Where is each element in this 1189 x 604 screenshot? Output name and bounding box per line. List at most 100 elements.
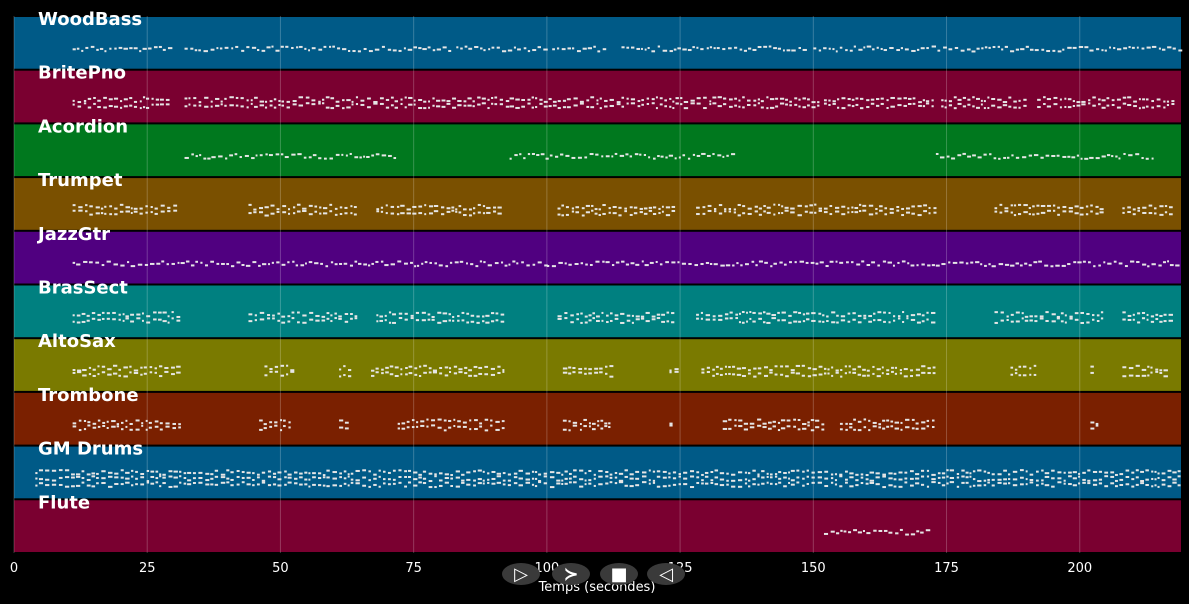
note-mark [866, 369, 870, 372]
note-mark [139, 207, 143, 210]
note-mark [594, 367, 599, 370]
note-mark [665, 261, 669, 264]
note-mark [1080, 311, 1084, 314]
note-mark [75, 475, 81, 478]
note-mark [294, 477, 298, 480]
note-mark [292, 212, 296, 215]
note-mark [190, 264, 195, 267]
note-mark [956, 473, 960, 476]
note-mark [593, 477, 596, 480]
stop-button[interactable] [600, 563, 638, 585]
note-mark [414, 265, 417, 268]
note-mark [1029, 473, 1034, 476]
note-mark [851, 211, 854, 214]
note-mark [598, 475, 603, 478]
note-mark [406, 212, 411, 215]
note-mark [1051, 313, 1056, 316]
note-mark [446, 100, 451, 103]
note-mark [1171, 100, 1175, 103]
note-mark [168, 475, 173, 478]
note-mark [562, 428, 567, 431]
note-mark [508, 263, 511, 266]
note-mark [540, 153, 545, 156]
note-mark [1064, 97, 1067, 100]
note-mark [869, 481, 875, 484]
note-mark [159, 475, 162, 478]
note-mark [579, 485, 584, 488]
note-mark [389, 365, 394, 368]
note-mark [817, 476, 822, 479]
note-mark [987, 478, 990, 481]
note-mark [534, 485, 538, 488]
note-mark [408, 372, 413, 375]
note-mark [45, 478, 50, 481]
note-mark [769, 106, 775, 109]
note-mark [292, 206, 296, 209]
note-mark [339, 262, 343, 265]
note-mark [565, 213, 569, 216]
note-mark [203, 157, 207, 160]
note-mark [1060, 312, 1064, 315]
note-mark [387, 483, 391, 486]
note-mark [1140, 470, 1144, 473]
x-tick-label: 0 [10, 561, 18, 576]
note-mark [292, 260, 295, 263]
note-mark [915, 473, 920, 476]
back-button[interactable] [647, 563, 685, 585]
note-mark [248, 203, 252, 206]
note-mark [701, 368, 705, 371]
note-mark [500, 313, 505, 316]
note-mark [972, 96, 975, 99]
note-mark [556, 47, 560, 50]
note-mark [482, 320, 485, 323]
note-mark [615, 261, 620, 264]
note-mark [780, 427, 786, 430]
note-mark [263, 423, 267, 426]
note-mark [71, 476, 75, 479]
note-mark [620, 321, 625, 324]
note-mark [154, 207, 158, 210]
note-mark [710, 470, 714, 473]
note-mark [747, 212, 752, 215]
note-mark [424, 204, 427, 207]
note-mark [385, 204, 388, 207]
note-mark [588, 469, 592, 472]
note-mark [83, 420, 87, 423]
note-mark [135, 477, 138, 480]
note-mark [818, 373, 823, 376]
note-mark [594, 208, 598, 211]
note-mark [450, 474, 453, 477]
note-mark [91, 312, 96, 315]
note-mark [710, 479, 714, 482]
note-mark [396, 205, 400, 208]
note-mark [1142, 211, 1147, 214]
note-mark [1145, 98, 1149, 101]
note-mark [604, 99, 608, 102]
note-mark [1172, 481, 1177, 484]
note-mark [931, 105, 934, 108]
note-mark [558, 261, 563, 264]
note-mark [1140, 479, 1144, 482]
note-mark [125, 419, 128, 422]
note-mark [188, 103, 191, 106]
note-mark [437, 426, 442, 429]
note-mark [548, 98, 552, 101]
note-mark [937, 49, 941, 52]
note-mark [796, 476, 800, 479]
note-mark [378, 485, 381, 488]
note-mark [531, 106, 534, 109]
note-mark [461, 479, 465, 482]
note-mark [1077, 261, 1082, 264]
forward-button[interactable] [552, 563, 590, 585]
note-mark [946, 482, 949, 485]
note-mark [572, 367, 576, 370]
note-mark [371, 262, 374, 265]
play-button[interactable] [502, 563, 540, 585]
note-mark [1012, 470, 1018, 473]
note-mark [1087, 261, 1091, 264]
track-label: JazzGtr [36, 224, 110, 245]
note-mark [949, 481, 955, 484]
note-mark [840, 369, 843, 372]
note-mark [72, 371, 76, 374]
note-mark [384, 319, 387, 322]
